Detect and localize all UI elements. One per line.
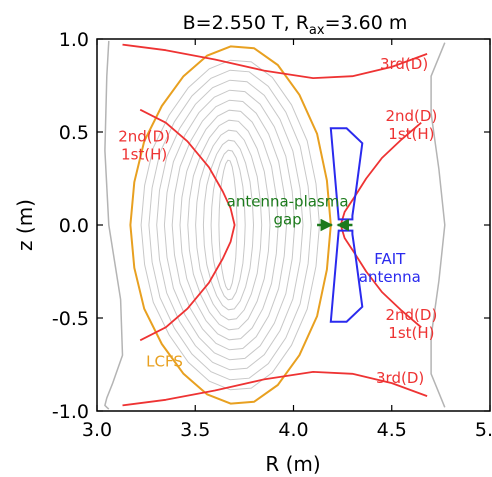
annotation-6: antenna-plasma gap	[227, 192, 349, 228]
vessel-wall-left	[104, 40, 124, 410]
annotation-7: FAIT antenna	[359, 250, 421, 286]
resonance-curve-3	[122, 43, 428, 79]
annotation-line: 2nd(D)	[385, 306, 437, 324]
annotation-line: 1st(H)	[121, 145, 167, 163]
flux-surface-11	[140, 59, 321, 391]
annotation-line: gap	[273, 210, 301, 228]
annotation-3: 2nd(D) 1st(H)	[385, 306, 437, 342]
x-tick-label: 3.5	[180, 419, 210, 441]
y-tick-label: 0.0	[59, 215, 89, 237]
flux-surface-3	[202, 139, 255, 311]
y-tick-label: -1.0	[52, 401, 89, 423]
flux-surface-9	[156, 79, 304, 371]
flux-surface-7	[171, 99, 288, 351]
flux-surface-2	[210, 149, 246, 301]
annotation-line: 2nd(D)	[118, 127, 170, 145]
x-tick-label: 4.5	[377, 419, 407, 441]
vessel-wall-right	[430, 42, 446, 408]
annotation-5: 3rd(D)	[376, 369, 424, 387]
y-tick-label: 0.5	[59, 122, 89, 144]
chart-title: B=2.550 T, Rax=3.60 m	[183, 12, 408, 38]
flux-surface-10	[148, 69, 312, 381]
annotation-line: 2nd(D)	[385, 107, 437, 125]
annotation-line: FAIT	[374, 250, 406, 268]
y-axis: 1.0 0.5 0.0 -0.5 -1.0	[52, 29, 490, 423]
annotation-line: antenna	[359, 268, 421, 286]
y-tick-label: 1.0	[59, 29, 89, 51]
x-axis-label: R (m)	[265, 452, 320, 476]
antenna-strap-lower	[329, 229, 364, 323]
annotation-line: antenna-plasma	[227, 192, 349, 210]
annotation-1: 2nd(D) 1st(H)	[118, 127, 170, 163]
flux-surface-1	[218, 159, 238, 291]
lcfs-curve	[129, 45, 332, 405]
x-tick-label: 3.0	[82, 419, 112, 441]
resonance-curve-4	[122, 370, 428, 407]
y-tick-label: -0.5	[52, 308, 89, 330]
annotation-line: 1st(H)	[388, 125, 434, 143]
flux-surface-4	[195, 129, 263, 321]
annotation-4: 3rd(D)	[380, 55, 428, 73]
x-tick-label: 4.0	[278, 419, 308, 441]
resonance-curve-2	[339, 122, 422, 328]
plot-area: 2nd(D) 1st(H)2nd(D) 1st(H)2nd(D) 1st(H)3rd(…	[104, 40, 446, 410]
annotation-line: 3rd(D)	[380, 55, 428, 73]
flux-surface-8	[163, 89, 296, 361]
x-tick-label: 5.0	[475, 419, 492, 441]
annotation-8: LCFS	[146, 352, 183, 370]
y-axis-label: z (m)	[13, 199, 37, 251]
resonance-curve-1	[139, 108, 236, 342]
flux-surface-5	[187, 119, 271, 331]
x-axis: 3.0 3.5 4.0 4.5 5.0	[82, 39, 492, 441]
annotation-2: 2nd(D) 1st(H)	[385, 107, 437, 143]
annotation-line: 1st(H)	[388, 324, 434, 342]
annotation-line: 3rd(D)	[376, 369, 424, 387]
annotation-line: LCFS	[146, 352, 183, 370]
flux-surface-6	[179, 109, 279, 341]
